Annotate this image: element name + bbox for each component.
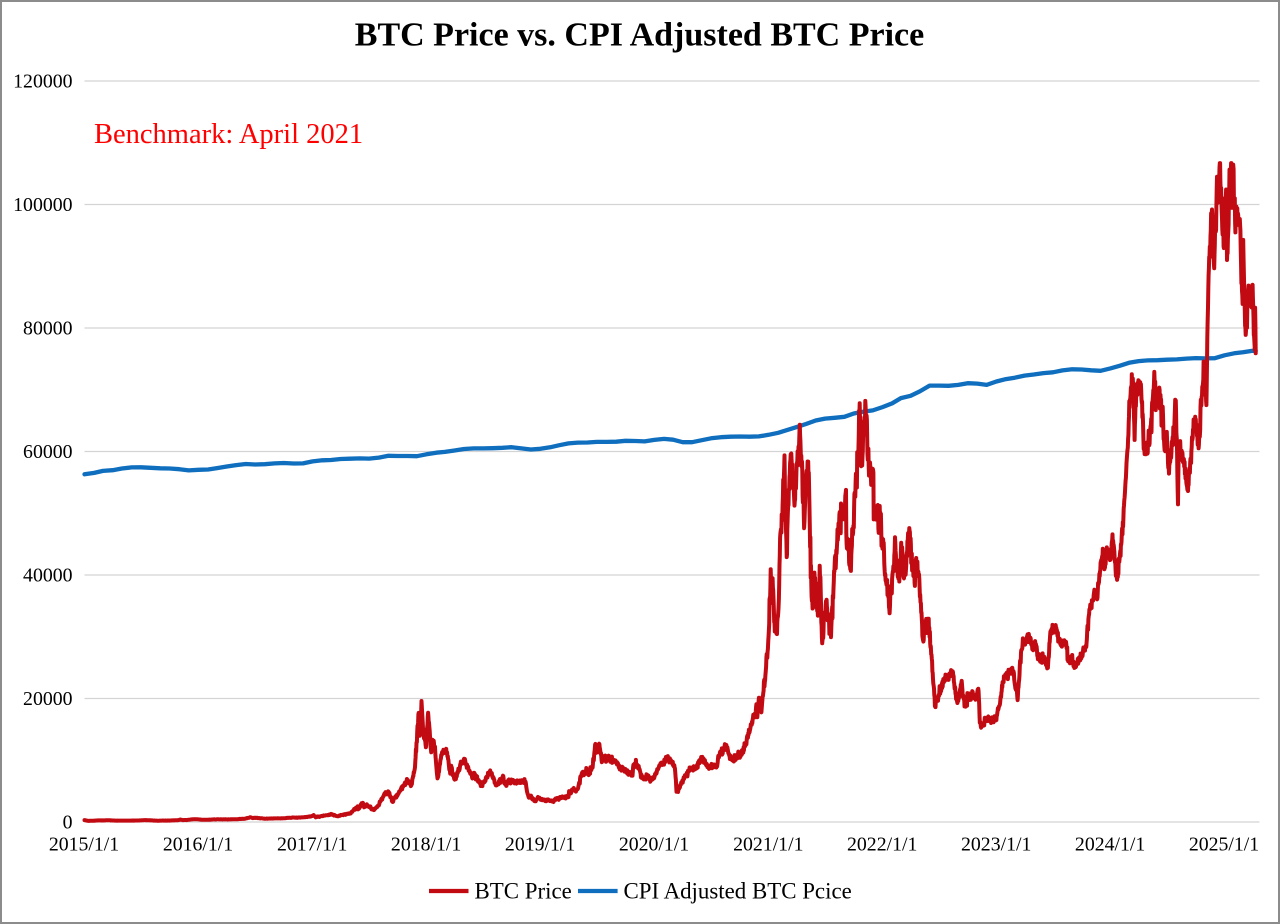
- svg-text:2018/1/1: 2018/1/1: [391, 834, 461, 856]
- svg-text:2021/1/1: 2021/1/1: [733, 834, 803, 856]
- svg-text:2025/1/1: 2025/1/1: [1189, 834, 1259, 856]
- svg-text:60000: 60000: [23, 441, 73, 463]
- svg-text:2023/1/1: 2023/1/1: [961, 834, 1031, 856]
- svg-text:2019/1/1: 2019/1/1: [505, 834, 575, 856]
- svg-text:120000: 120000: [13, 71, 72, 93]
- svg-text:2015/1/1: 2015/1/1: [49, 834, 119, 856]
- svg-text:BTC Price: BTC Price: [475, 879, 572, 904]
- svg-text:Benchmark: April 2021: Benchmark: April 2021: [94, 119, 363, 150]
- svg-text:100000: 100000: [13, 194, 72, 216]
- svg-text:0: 0: [63, 812, 73, 834]
- svg-text:CPI Adjusted BTC Pcice: CPI Adjusted BTC Pcice: [624, 879, 852, 904]
- svg-text:80000: 80000: [23, 318, 73, 340]
- svg-text:20000: 20000: [23, 688, 73, 710]
- svg-text:2020/1/1: 2020/1/1: [619, 834, 689, 856]
- svg-text:2017/1/1: 2017/1/1: [277, 834, 347, 856]
- svg-text:2016/1/1: 2016/1/1: [163, 834, 233, 856]
- svg-text:2024/1/1: 2024/1/1: [1075, 834, 1145, 856]
- svg-text:40000: 40000: [23, 565, 73, 587]
- svg-text:2022/1/1: 2022/1/1: [847, 834, 917, 856]
- svg-text:BTC Price vs. CPI Adjusted BTC: BTC Price vs. CPI Adjusted BTC Price: [355, 17, 924, 54]
